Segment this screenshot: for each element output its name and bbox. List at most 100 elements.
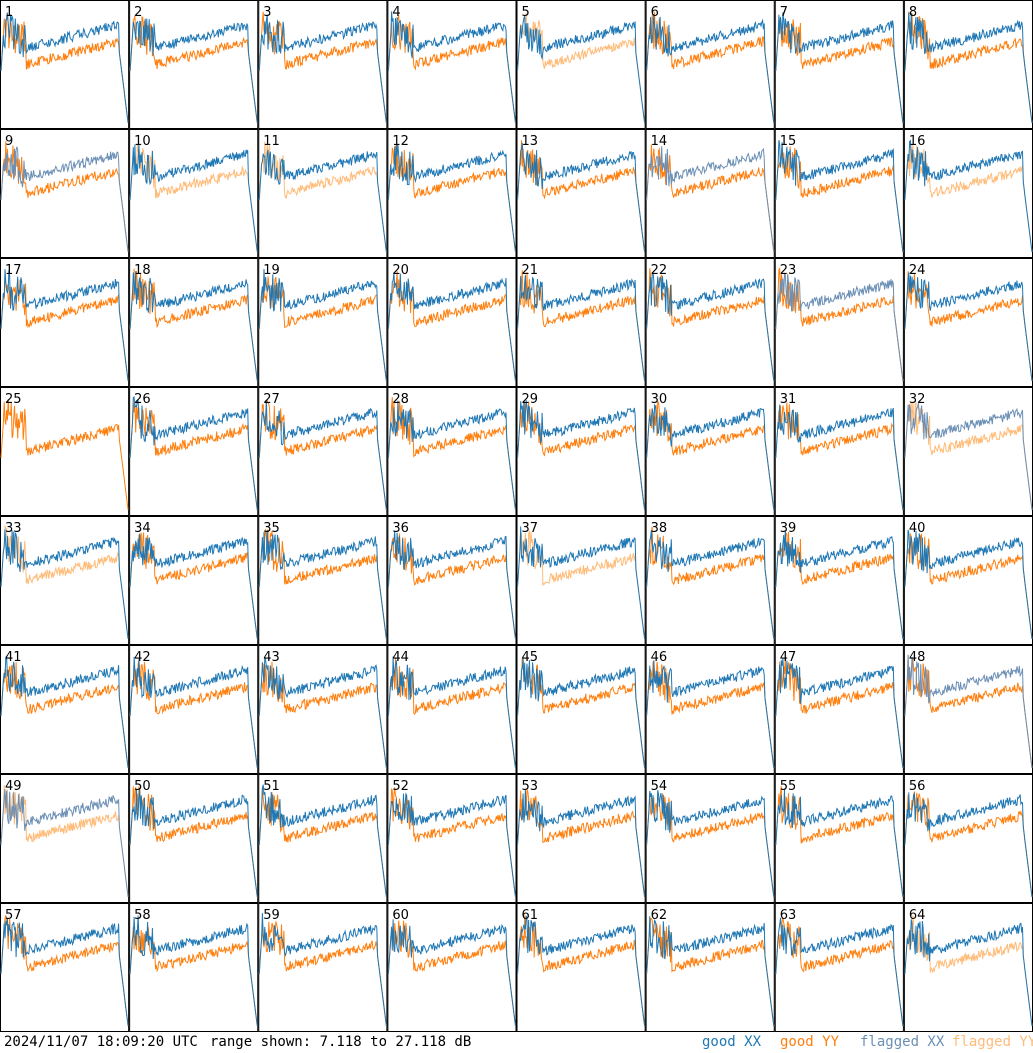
series-yy-good: [517, 401, 646, 510]
series-xx-good: [775, 404, 904, 510]
panel-frame: [0, 903, 130, 1032]
series-yy-good: [775, 658, 904, 768]
series-xx-good: [129, 656, 258, 768]
panel-label: 60: [392, 908, 409, 923]
panel-label: 61: [522, 908, 539, 923]
panel-frame: [129, 129, 259, 258]
panel-label: 26: [134, 392, 151, 407]
panel-frame: [645, 903, 775, 1032]
panel-frame: [129, 387, 259, 516]
panel-frame: [387, 645, 517, 774]
panel-label: 14: [651, 134, 668, 149]
series-xx-good: [904, 12, 1033, 123]
panel-label: 34: [134, 521, 151, 536]
panel-label: 11: [263, 134, 280, 149]
panel-6: 6: [645, 0, 775, 129]
panel-60: 60: [387, 903, 517, 1032]
panel-label: 64: [909, 908, 926, 923]
panel-63: 63: [774, 903, 904, 1032]
panel-label: 20: [392, 263, 409, 278]
panel-57: 57: [0, 903, 130, 1032]
panel-26: 26: [129, 387, 259, 516]
panel-25: 25: [0, 387, 130, 516]
panel-15: 15: [774, 129, 904, 258]
panel-label: 2: [134, 5, 142, 20]
panel-frame: [516, 258, 646, 387]
panel-frame: [774, 0, 904, 129]
series-yy-good: [387, 15, 516, 123]
legend-flagged-xx: flagged XX: [860, 1034, 945, 1050]
panel-1: 1: [0, 0, 130, 129]
panel-frame: [387, 903, 517, 1032]
series-xx-good: [258, 784, 387, 897]
series-xx-good: [775, 530, 904, 639]
panel-56: 56: [903, 774, 1033, 903]
series-xx-good: [646, 916, 775, 1026]
panel-frame: [516, 645, 646, 774]
panel-frame: [903, 516, 1033, 645]
series-xx-good: [517, 915, 646, 1026]
panel-27: 27: [258, 387, 388, 516]
timestamp: 2024/11/07 18:09:20 UTC: [4, 1034, 198, 1050]
series-xx-flagged: [904, 402, 1033, 510]
series-yy-flagged: [0, 525, 129, 639]
series-xx-good: [258, 657, 387, 768]
panel-frame: [387, 387, 517, 516]
panel-label: 30: [651, 392, 668, 407]
series-xx-good: [646, 403, 775, 510]
series-yy-good: [646, 660, 775, 768]
series-yy-good: [517, 140, 646, 252]
panel-label: 59: [263, 908, 280, 923]
series-xx-good: [0, 269, 129, 381]
panel-18: 18: [129, 258, 259, 387]
panel-label: 36: [392, 521, 409, 536]
series-yy-flagged: [517, 13, 646, 123]
series-xx-good: [517, 790, 646, 897]
panel-48: 48: [903, 645, 1033, 774]
panel-label: 47: [780, 650, 797, 665]
panel-label: 35: [263, 521, 280, 536]
panel-31: 31: [774, 387, 904, 516]
panel-19: 19: [258, 258, 388, 387]
panel-33: 33: [0, 516, 130, 645]
series-xx-good: [904, 919, 1033, 1026]
series-xx-good: [387, 11, 516, 123]
footer: 2024/11/07 18:09:20 UTC range shown: 7.1…: [0, 1032, 1033, 1053]
series-yy-good: [129, 532, 258, 639]
panel-22: 22: [645, 258, 775, 387]
series-yy-good: [129, 15, 258, 123]
panel-frame: [258, 903, 388, 1032]
series-xx-good: [646, 14, 775, 123]
panel-label: 48: [909, 650, 926, 665]
panel-label: 23: [780, 263, 797, 278]
panel-label: 5: [522, 5, 530, 20]
panel-frame: [516, 0, 646, 129]
series-xx-good: [775, 12, 904, 123]
panel-label: 50: [134, 779, 151, 794]
panel-frame: [258, 129, 388, 258]
panel-frame: [387, 516, 517, 645]
series-xx-good: [904, 272, 1033, 381]
panel-59: 59: [258, 903, 388, 1032]
series-yy-good: [258, 11, 387, 123]
panel-frame: [387, 129, 517, 258]
series-xx-good: [129, 789, 258, 897]
panel-label: 18: [134, 263, 151, 278]
series-yy-good: [775, 531, 904, 639]
panel-label: 53: [522, 779, 539, 794]
panel-frame: [387, 258, 517, 387]
panel-2: 2: [129, 0, 259, 129]
panel-24: 24: [903, 258, 1033, 387]
panel-frame: [774, 903, 904, 1032]
panel-37: 37: [516, 516, 646, 645]
legend-good-yy: good YY: [780, 1034, 840, 1050]
panel-frame: [645, 258, 775, 387]
panel-frame: [903, 258, 1033, 387]
series-xx-good: [0, 655, 129, 768]
series-yy-good: [129, 660, 258, 768]
panel-label: 55: [780, 779, 797, 794]
panel-36: 36: [387, 516, 517, 645]
panel-52: 52: [387, 774, 517, 903]
panel-label: 6: [651, 5, 659, 20]
panel-label: 40: [909, 521, 926, 536]
